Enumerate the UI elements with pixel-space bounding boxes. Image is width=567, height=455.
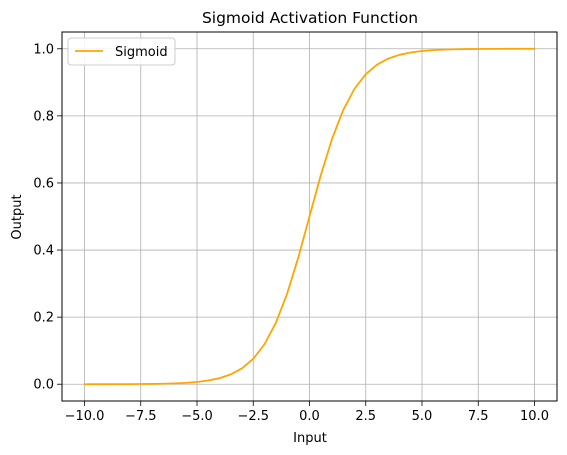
x-tick-label: −10.0 <box>65 409 105 424</box>
y-tick-label: 0.8 <box>33 109 54 124</box>
y-tick-label: 0.4 <box>33 244 54 259</box>
chart-title: Sigmoid Activation Function <box>202 9 418 27</box>
y-tick-label: 0.2 <box>33 311 54 326</box>
x-axis-label: Input <box>293 431 327 446</box>
series-line-sigmoid <box>83 47 536 386</box>
legend-label-sigmoid: Sigmoid <box>115 45 168 60</box>
x-tick-label: −2.5 <box>237 409 269 424</box>
y-tick-label: 0.6 <box>33 176 54 191</box>
y-axis-label: Output <box>10 194 25 239</box>
y-tick-label: 1.0 <box>33 42 54 57</box>
x-tick-label: 0.0 <box>299 409 320 424</box>
legend: Sigmoid <box>67 37 176 66</box>
y-tick-label: 0.0 <box>33 378 54 393</box>
legend-box <box>67 37 176 66</box>
x-tick-label: 10.0 <box>520 409 549 424</box>
x-tick-label: 2.5 <box>355 409 376 424</box>
series-layer <box>83 47 536 386</box>
x-axis-ticks: −10.0 −7.5 −5.0 −2.5 0.0 2.5 5.0 7.5 10.0 <box>65 401 549 424</box>
x-tick-label: 5.0 <box>412 409 433 424</box>
x-tick-label: −7.5 <box>125 409 157 424</box>
x-tick-label: 7.5 <box>468 409 489 424</box>
y-axis-ticks: 0.0 0.2 0.4 0.6 0.8 1.0 <box>33 42 62 393</box>
x-tick-label: −5.0 <box>181 409 213 424</box>
